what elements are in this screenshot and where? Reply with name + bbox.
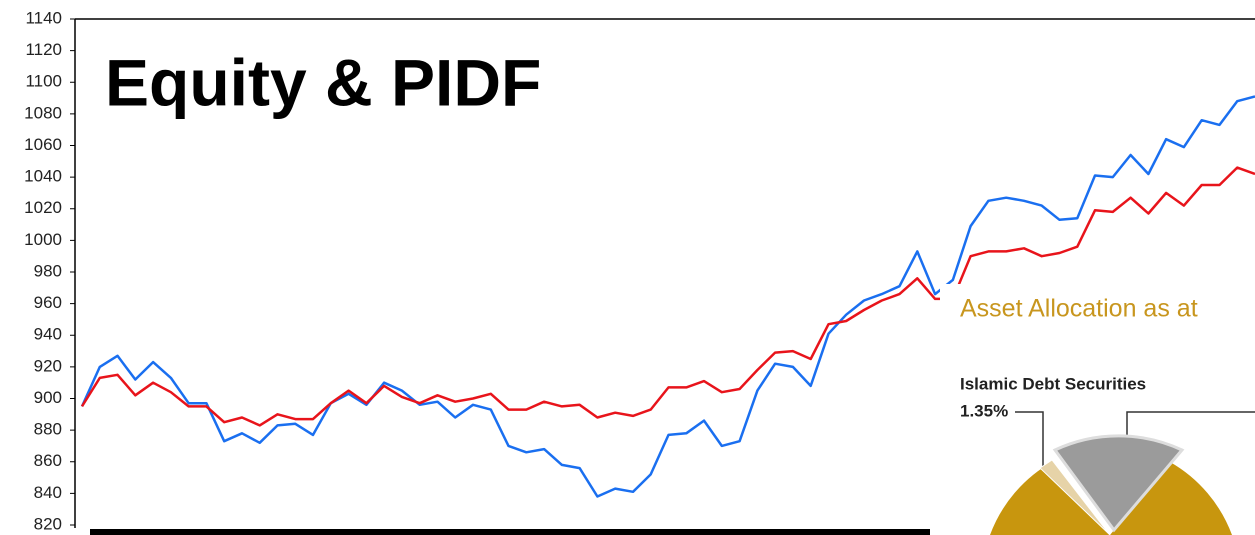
y-tick-label: 820 — [34, 514, 62, 533]
chart-title: Equity & PIDF — [105, 45, 541, 119]
inset-title: Asset Allocation as at — [960, 295, 1198, 323]
y-tick-label: 1000 — [24, 230, 62, 249]
y-tick-label: 940 — [34, 325, 62, 344]
y-tick-label: 1040 — [24, 167, 62, 186]
y-tick-label: 980 — [34, 261, 62, 280]
y-tick-label: 1080 — [24, 103, 62, 122]
y-tick-label: 900 — [34, 388, 62, 407]
lines — [80, 95, 1255, 498]
inset: Asset Allocation as at Islamic Debt Secu… — [940, 284, 1255, 535]
x-axis-bar — [90, 529, 930, 535]
y-tick-label: 1060 — [24, 135, 62, 154]
leader-line — [1015, 411, 1044, 470]
pie-slice — [1052, 434, 1185, 533]
pie-slice — [1110, 462, 1232, 535]
pie-slice — [1039, 459, 1111, 535]
inset-label: Islamic Debt Securities — [960, 374, 1146, 393]
y-tick-label: 880 — [34, 420, 62, 439]
y-tick-label: 1120 — [25, 40, 62, 59]
pie-slice — [990, 462, 1110, 535]
series-line — [80, 166, 1255, 427]
series-line — [80, 95, 1255, 498]
y-tick-label: 1140 — [25, 8, 62, 27]
y-tick-label: 1020 — [24, 198, 62, 217]
y-tick-label: 960 — [34, 293, 62, 312]
y-tick-label: 920 — [34, 356, 62, 375]
y-tick-label: 840 — [34, 483, 62, 502]
inset-label-value: 1.35% — [960, 401, 1008, 420]
y-tick-label: 1100 — [25, 72, 62, 91]
y-tick-label: 860 — [34, 451, 62, 470]
y-axis: 820 840 860 880 900 920 940 960 980 1000 1020 1040 1… — [24, 8, 75, 533]
